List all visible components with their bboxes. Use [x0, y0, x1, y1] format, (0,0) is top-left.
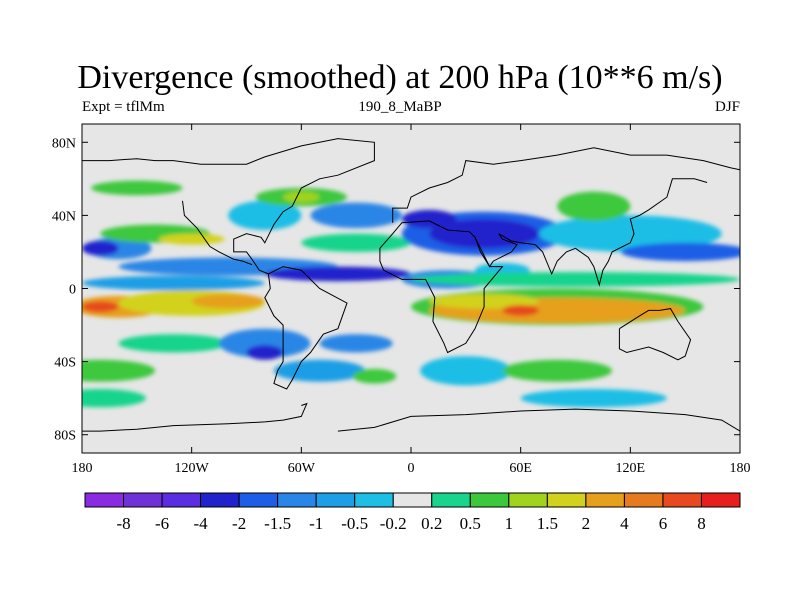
colorbar-label: -0.5 [341, 514, 368, 533]
field-blob [319, 334, 393, 353]
colorbar-box [200, 492, 240, 508]
field-blob [401, 209, 457, 229]
colorbar-box [431, 492, 471, 508]
colorbar-box [508, 492, 548, 508]
colorbar-box [315, 492, 356, 508]
colorbar-box [700, 492, 741, 508]
colorbar-box [623, 492, 664, 508]
coastline [379, 220, 504, 354]
y-tick-label: 0 [69, 283, 76, 298]
colorbar-label: -8 [116, 514, 130, 533]
field-blob [228, 200, 302, 231]
colorbar-label: 0.5 [460, 514, 481, 533]
x-tick-label: 120E [616, 461, 646, 476]
colorbar-label: 1.5 [537, 514, 558, 533]
field-blob [273, 359, 366, 382]
colorbar-box [392, 492, 433, 508]
coastline [182, 200, 253, 266]
y-tick-label: 80S [54, 429, 76, 444]
colorbar-label: 0.2 [421, 514, 442, 533]
field-blob [219, 328, 311, 358]
field-blob [411, 272, 740, 287]
left-string: Expt = tflMm [82, 99, 165, 115]
y-tick-label: 40S [54, 356, 76, 371]
colorbar-box [469, 492, 510, 508]
colorbar-label: -6 [155, 514, 169, 533]
colorbar-label: -2 [232, 514, 246, 533]
colorbar-box [238, 492, 279, 508]
coastlines [82, 138, 740, 432]
colorbar-box [161, 492, 202, 508]
field-blob [264, 266, 411, 282]
x-tick-label: 120W [175, 461, 210, 476]
coastline [474, 178, 708, 287]
coastline [392, 147, 740, 223]
x-tick-label: 0 [408, 461, 415, 476]
coastline [618, 308, 692, 361]
field-blob [420, 356, 512, 386]
field-blob [82, 389, 146, 408]
field-blob [191, 293, 265, 309]
field-blob [91, 180, 183, 196]
colorbar-box [585, 492, 625, 508]
field-blob [82, 359, 156, 382]
field-blob [82, 240, 119, 256]
field-blob [352, 368, 397, 384]
field-blob [82, 275, 265, 291]
divergence-field [82, 180, 740, 408]
field-blob [310, 202, 402, 229]
right-string: DJF [714, 99, 740, 115]
x-tick-label: 60W [288, 461, 316, 476]
field-blob [557, 191, 631, 221]
field-blob [82, 301, 119, 313]
x-tick-label: 180 [72, 461, 93, 476]
colorbar-label: 6 [659, 514, 668, 533]
colorbar-label: -1.5 [264, 514, 291, 533]
x-tick-label: 60E [509, 461, 532, 476]
colorbar-box [546, 492, 587, 508]
colorbar-box [123, 492, 163, 508]
plot-title: Divergence (smoothed) at 200 hPa (10**6 … [77, 59, 723, 96]
colorbar-label: -4 [194, 514, 209, 533]
y-tick-label: 80N [52, 136, 76, 151]
center-string: 190_8_MaBP [358, 99, 442, 115]
field-blob [538, 215, 722, 252]
colorbar-box [84, 492, 125, 508]
field-blob [621, 242, 740, 262]
x-tick-label: 180 [730, 461, 751, 476]
field-blob [502, 304, 539, 316]
field-blob [158, 233, 225, 245]
coastline [337, 408, 740, 432]
field-blob [301, 233, 411, 252]
field-blob [118, 334, 229, 353]
field-blob [502, 359, 613, 382]
coastline [82, 138, 375, 390]
coastline [82, 402, 308, 432]
colorbar-label: 1 [505, 514, 514, 533]
colorbar-box [354, 492, 394, 508]
colorbar-label: -1 [309, 514, 323, 533]
y-tick-label: 40N [52, 209, 76, 224]
colorbar-label: 8 [697, 514, 706, 533]
colorbar-box [277, 492, 317, 508]
colorbar-label: 2 [582, 514, 591, 533]
colorbar-box [662, 492, 702, 508]
field-blob [283, 191, 320, 203]
colorbar: -8 -6 -4 -2 -1.5 -1 -0.5 -0.2 0.2 0.5 1 1.5 2 4 6 8 [84, 492, 741, 533]
colorbar-label: -0.2 [380, 514, 407, 533]
field-blob [246, 345, 284, 360]
field-blob [520, 389, 667, 408]
axis-ticks: 80N 40N 0 40S 80S 180 120W 60W 0 60E 120E 180 [52, 124, 751, 476]
colorbar-label: 4 [620, 514, 629, 533]
